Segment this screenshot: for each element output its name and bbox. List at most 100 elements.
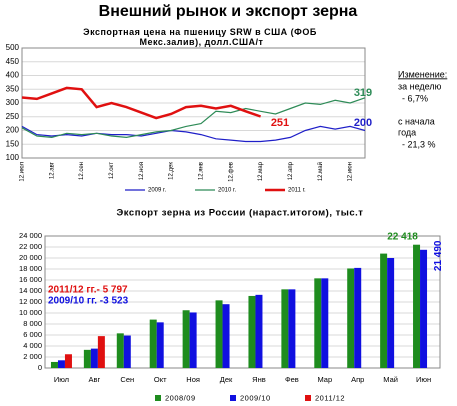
bar xyxy=(288,289,296,368)
y-tick-label: 150 xyxy=(6,139,20,148)
x-tick-label: 12.сен xyxy=(79,162,85,180)
bar xyxy=(116,333,124,368)
bar xyxy=(182,310,190,368)
legend-label: 2011/12 xyxy=(315,393,345,402)
annotation: 200 xyxy=(354,117,372,129)
bar xyxy=(354,267,362,368)
bar xyxy=(64,354,72,368)
y-tick-label: 24 000 xyxy=(19,231,42,240)
x-tick-label: Июн xyxy=(416,375,431,384)
annotation: 319 xyxy=(354,87,372,99)
y-tick-label: 200 xyxy=(6,126,20,135)
bar xyxy=(90,348,98,368)
x-tick-label: 12.окт xyxy=(109,162,115,179)
y-tick-label: 100 xyxy=(6,153,20,162)
y-tick-label: 20 000 xyxy=(19,253,42,262)
bar xyxy=(420,249,428,368)
bar xyxy=(222,304,230,368)
chart-title: Экспорт зерна из России (нараст.итогом),… xyxy=(117,208,364,219)
y-tick-label: 8 000 xyxy=(23,319,42,328)
y-tick-label: 18 000 xyxy=(19,264,42,273)
y-tick-label: 2 000 xyxy=(23,352,42,361)
y-tick-label: 14 000 xyxy=(19,286,42,295)
bar xyxy=(380,253,388,368)
x-tick-label: 12.ноя xyxy=(139,162,145,180)
plot-frame xyxy=(21,47,366,159)
note-line: за неделю xyxy=(398,81,442,91)
x-tick-label: Ноя xyxy=(186,375,200,384)
x-tick-label: 12.мар xyxy=(258,161,264,181)
note-line: Изменение: xyxy=(398,69,447,79)
bar xyxy=(57,360,65,368)
bar xyxy=(248,295,256,368)
x-tick-label: Окт xyxy=(154,375,167,384)
legend-swatch xyxy=(305,395,311,401)
x-tick-label: 12.апр xyxy=(288,161,294,180)
y-tick-label: 16 000 xyxy=(19,275,42,284)
legend-label: 2010 г. xyxy=(218,188,236,194)
bar xyxy=(314,278,322,368)
y-tick-label: 6 000 xyxy=(23,330,42,339)
chart-title: Экспортная цена на пшеницу SRW в США (ФО… xyxy=(83,27,317,47)
bar xyxy=(50,361,58,368)
x-tick-label: Авг xyxy=(89,375,101,384)
x-tick-label: Дек xyxy=(220,375,233,384)
y-tick-label: 0 xyxy=(38,363,42,372)
y-tick-label: 400 xyxy=(6,71,20,80)
note-line: - 6,7% xyxy=(402,93,428,103)
y-tick-label: 500 xyxy=(6,43,20,52)
y-tick-label: 300 xyxy=(6,98,20,107)
bar xyxy=(321,278,329,368)
note-line: с начала xyxy=(398,116,435,126)
x-tick-label: 12.дек xyxy=(169,162,175,180)
legend-swatch xyxy=(155,395,161,401)
x-tick-label: Апр xyxy=(351,375,364,384)
data-label: 21 490 xyxy=(433,240,444,271)
y-tick-label: 12 000 xyxy=(19,297,42,306)
y-tick-label: 4 000 xyxy=(23,341,42,350)
bar xyxy=(281,289,289,368)
bar xyxy=(215,300,223,368)
bar xyxy=(347,268,355,368)
page-title: Внешний рынок и экспорт зерна xyxy=(99,3,358,20)
legend-label: 2011 г. xyxy=(288,188,306,194)
x-tick-label: Мар xyxy=(317,375,332,384)
line-series xyxy=(21,86,262,120)
note-line: - 21,3 % xyxy=(402,139,436,149)
annotation: 2009/10 гг. -3 523 xyxy=(48,296,129,307)
x-tick-label: Май xyxy=(383,375,398,384)
bar xyxy=(83,349,91,368)
legend-swatch xyxy=(230,395,236,401)
legend-label: 2009 г. xyxy=(148,188,166,194)
x-tick-label: Сен xyxy=(120,375,134,384)
x-tick-label: Фев xyxy=(285,375,299,384)
annotation: 251 xyxy=(271,117,289,129)
bar xyxy=(413,244,421,368)
legend-label: 2008/09 xyxy=(165,393,196,402)
bar xyxy=(156,322,164,368)
x-tick-label: 12.июл xyxy=(20,162,26,182)
x-tick-label: Янв xyxy=(252,375,266,384)
y-tick-label: 250 xyxy=(6,112,20,121)
x-tick-label: 12.фев xyxy=(228,162,234,182)
line-series xyxy=(21,97,366,139)
x-tick-label: 12.янв xyxy=(199,162,205,180)
y-tick-label: 22 000 xyxy=(19,242,42,251)
x-tick-label: 12.июн xyxy=(348,162,354,182)
x-tick-label: Июл xyxy=(54,375,69,384)
legend-label: 2009/10 xyxy=(240,393,271,402)
bar xyxy=(149,319,157,368)
plot-frame xyxy=(44,235,441,369)
bar xyxy=(387,258,395,368)
bar xyxy=(255,294,263,368)
bar xyxy=(97,336,105,368)
line-series xyxy=(21,125,366,143)
x-tick-label: 12.май xyxy=(317,162,324,181)
annotation: 2011/12 гг.- 5 797 xyxy=(48,285,128,296)
bar xyxy=(123,335,131,368)
y-tick-label: 350 xyxy=(6,84,20,93)
bar xyxy=(189,312,197,368)
note-line: года xyxy=(398,127,416,137)
y-tick-label: 10 000 xyxy=(19,308,42,317)
